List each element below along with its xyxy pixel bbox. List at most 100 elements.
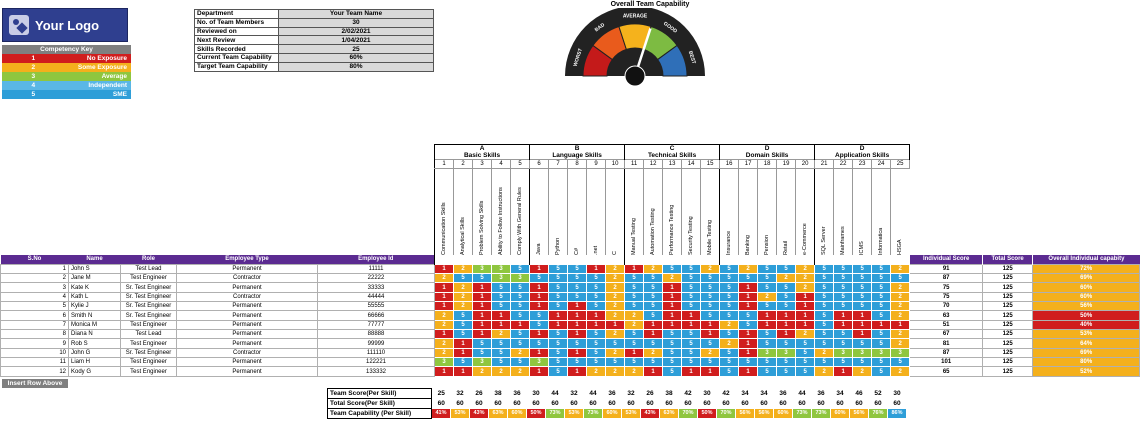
skill-score-cell[interactable]: 5	[510, 338, 531, 349]
skill-score-cell[interactable]: 5	[681, 338, 702, 349]
skill-score-cell[interactable]: 5	[662, 263, 683, 275]
skill-score-cell[interactable]: 5	[548, 291, 569, 303]
skill-score-cell[interactable]: 5	[719, 263, 740, 275]
skill-score-cell[interactable]: 5	[548, 338, 569, 349]
employee-row[interactable]: 8 Diana N Test Lead Permanent 88888 1 5 1 2 5 1 5 1 5…	[0, 329, 1140, 340]
skill-score-cell[interactable]: 5	[510, 357, 531, 368]
skill-score-cell[interactable]: 5	[624, 329, 645, 340]
skill-score-cell[interactable]: 5	[776, 357, 797, 368]
skill-score-cell[interactable]: 5	[814, 273, 835, 284]
skill-score-cell[interactable]: 2	[472, 366, 493, 377]
skill-score-cell[interactable]: 1	[529, 282, 550, 293]
skill-score-cell[interactable]: 1	[529, 291, 550, 303]
skill-score-cell[interactable]: 1	[681, 310, 702, 321]
skill-score-cell[interactable]: 1	[548, 319, 569, 331]
skill-score-cell[interactable]: 1	[662, 301, 683, 312]
skill-score-cell[interactable]: 1	[567, 310, 588, 321]
skill-score-cell[interactable]: 2	[586, 366, 607, 377]
skill-score-cell[interactable]: 5	[548, 301, 569, 312]
skill-score-cell[interactable]: 1	[890, 319, 911, 331]
skill-score-cell[interactable]: 2	[776, 273, 797, 284]
skill-score-cell[interactable]: 1	[586, 263, 607, 275]
skill-score-cell[interactable]: 2	[453, 291, 474, 303]
skill-score-cell[interactable]: 5	[814, 357, 835, 368]
skill-score-cell[interactable]: 5	[852, 263, 873, 275]
skill-score-cell[interactable]: 2	[453, 263, 474, 275]
skill-score-cell[interactable]: 5	[453, 357, 474, 368]
skill-score-cell[interactable]: 1	[795, 301, 816, 312]
skill-score-cell[interactable]: 5	[681, 329, 702, 340]
employee-row[interactable]: 10 John G Sr. Test Engineer Contractor 11111…	[0, 347, 1140, 359]
skill-score-cell[interactable]: 5	[814, 329, 835, 340]
skill-score-cell[interactable]: 5	[624, 282, 645, 293]
skill-score-cell[interactable]: 2	[605, 366, 626, 377]
skill-score-cell[interactable]: 3	[833, 347, 854, 359]
skill-score-cell[interactable]: 5	[833, 273, 854, 284]
skill-score-cell[interactable]: 1	[833, 366, 854, 377]
employee-row[interactable]: 6 Smith N Sr. Test Engineer Permanent 66666 2…	[0, 310, 1140, 321]
skill-score-cell[interactable]: 5	[510, 329, 531, 340]
skill-score-cell[interactable]: 5	[871, 366, 892, 377]
skill-score-cell[interactable]: 1	[434, 366, 455, 377]
skill-score-cell[interactable]: 5	[491, 338, 512, 349]
skill-score-cell[interactable]: 5	[719, 282, 740, 293]
skill-score-cell[interactable]: 5	[491, 347, 512, 359]
skill-score-cell[interactable]: 1	[567, 301, 588, 312]
skill-score-cell[interactable]: 1	[795, 310, 816, 321]
skill-score-cell[interactable]: 1	[472, 310, 493, 321]
skill-score-cell[interactable]: 5	[852, 273, 873, 284]
skill-score-cell[interactable]: 5	[852, 338, 873, 349]
skill-score-cell[interactable]: 2	[890, 282, 911, 293]
skill-score-cell[interactable]: 5	[700, 273, 721, 284]
skill-score-cell[interactable]: 1	[472, 319, 493, 331]
skill-score-cell[interactable]: 5	[719, 273, 740, 284]
skill-score-cell[interactable]: 5	[643, 357, 664, 368]
skill-score-cell[interactable]: 5	[491, 301, 512, 312]
skill-score-cell[interactable]: 2	[434, 273, 455, 284]
skill-score-cell[interactable]: 1	[643, 319, 664, 331]
skill-score-cell[interactable]: 5	[567, 338, 588, 349]
skill-score-cell[interactable]: 5	[700, 338, 721, 349]
skill-score-cell[interactable]: 2	[700, 263, 721, 275]
skill-score-cell[interactable]: 3	[491, 273, 512, 284]
skill-score-cell[interactable]: 2	[624, 366, 645, 377]
skill-score-cell[interactable]: 1	[624, 347, 645, 359]
skill-score-cell[interactable]: 1	[681, 319, 702, 331]
skill-score-cell[interactable]: 1	[529, 263, 550, 275]
skill-score-cell[interactable]: 5	[871, 310, 892, 321]
skill-score-cell[interactable]: 1	[472, 282, 493, 293]
skill-score-cell[interactable]: 1	[453, 366, 474, 377]
skill-score-cell[interactable]: 1	[852, 310, 873, 321]
skill-score-cell[interactable]: 5	[833, 291, 854, 303]
employee-row[interactable]: 7 Monica M Test Engineer Permanent 77777 2 5 1 1…	[0, 319, 1140, 331]
insert-row-above-button[interactable]: Insert Row Above	[2, 379, 68, 388]
skill-score-cell[interactable]: 5	[662, 347, 683, 359]
skill-score-cell[interactable]: 1	[738, 329, 759, 340]
skill-score-cell[interactable]: 5	[548, 282, 569, 293]
skill-score-cell[interactable]: 5	[548, 329, 569, 340]
skill-score-cell[interactable]: 5	[871, 273, 892, 284]
skill-score-cell[interactable]: 1	[662, 319, 683, 331]
skill-score-cell[interactable]: 5	[529, 273, 550, 284]
skill-score-cell[interactable]: 2	[738, 263, 759, 275]
skill-score-cell[interactable]: 5	[681, 282, 702, 293]
skill-score-cell[interactable]: 3	[529, 357, 550, 368]
skill-score-cell[interactable]: 5	[586, 291, 607, 303]
skill-score-cell[interactable]: 1	[700, 366, 721, 377]
skill-score-cell[interactable]: 3	[472, 263, 493, 275]
skill-score-cell[interactable]: 5	[700, 282, 721, 293]
skill-score-cell[interactable]: 1	[529, 329, 550, 340]
skill-score-cell[interactable]: 5	[719, 357, 740, 368]
skill-score-cell[interactable]: 1	[472, 291, 493, 303]
skill-score-cell[interactable]: 5	[833, 301, 854, 312]
skill-score-cell[interactable]: 5	[529, 338, 550, 349]
skill-score-cell[interactable]: 5	[776, 291, 797, 303]
skill-score-cell[interactable]: 5	[852, 291, 873, 303]
skill-score-cell[interactable]: 2	[890, 329, 911, 340]
skill-score-cell[interactable]: 5	[491, 291, 512, 303]
skill-score-cell[interactable]: 1	[529, 366, 550, 377]
skill-score-cell[interactable]: 5	[472, 338, 493, 349]
employee-row[interactable]: 9 Rob S Test Engineer Permanent 99999 2 1 5 5 5 5 5…	[0, 338, 1140, 349]
skill-score-cell[interactable]: 5	[757, 263, 778, 275]
skill-score-cell[interactable]: 3	[434, 357, 455, 368]
